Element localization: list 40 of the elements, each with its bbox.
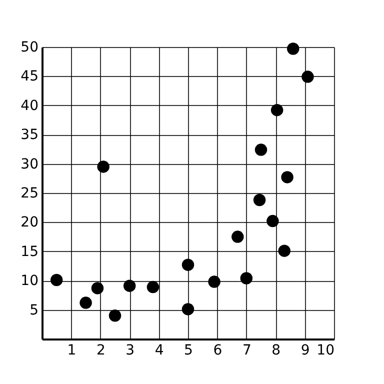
point bbox=[80, 296, 92, 309]
y-tick-label: 50 bbox=[20, 40, 38, 56]
x-tick-label: 3 bbox=[126, 342, 135, 358]
point bbox=[286, 42, 300, 55]
point bbox=[182, 303, 194, 316]
point bbox=[240, 272, 253, 284]
point bbox=[50, 274, 63, 286]
y-tick-label: 40 bbox=[20, 98, 38, 114]
point bbox=[253, 194, 266, 206]
point bbox=[146, 280, 160, 294]
point bbox=[97, 160, 110, 173]
x-tick-label: 4 bbox=[154, 342, 164, 358]
point bbox=[270, 104, 284, 116]
point bbox=[281, 171, 294, 184]
point bbox=[208, 276, 220, 288]
y-tick-label: 5 bbox=[30, 302, 38, 318]
y-tick-label: 25 bbox=[20, 186, 38, 202]
y-tick-label: 30 bbox=[20, 156, 38, 172]
point bbox=[254, 144, 268, 156]
y-tick-label: 10 bbox=[20, 273, 38, 290]
y-tick-label: 45 bbox=[20, 68, 38, 85]
point bbox=[123, 280, 136, 292]
y-tick-label: 20 bbox=[20, 214, 38, 231]
x-tick-label: 8 bbox=[272, 342, 281, 358]
y-tick-label: 15 bbox=[20, 244, 38, 260]
x-tick-label: 10 bbox=[316, 342, 334, 358]
y-tick-label: 35 bbox=[20, 127, 38, 144]
x-tick-label: 7 bbox=[242, 342, 252, 358]
point bbox=[278, 244, 290, 257]
point bbox=[182, 258, 194, 271]
point bbox=[266, 214, 279, 228]
point bbox=[302, 70, 314, 83]
x-tick-label: 6 bbox=[213, 342, 222, 358]
x-tick-label: 9 bbox=[300, 342, 310, 358]
x-tick-label: 2 bbox=[96, 342, 106, 358]
point bbox=[91, 282, 104, 294]
x-tick-label: 5 bbox=[184, 342, 193, 358]
point bbox=[232, 230, 244, 243]
x-tick-label: 1 bbox=[67, 342, 76, 358]
point bbox=[108, 310, 122, 322]
